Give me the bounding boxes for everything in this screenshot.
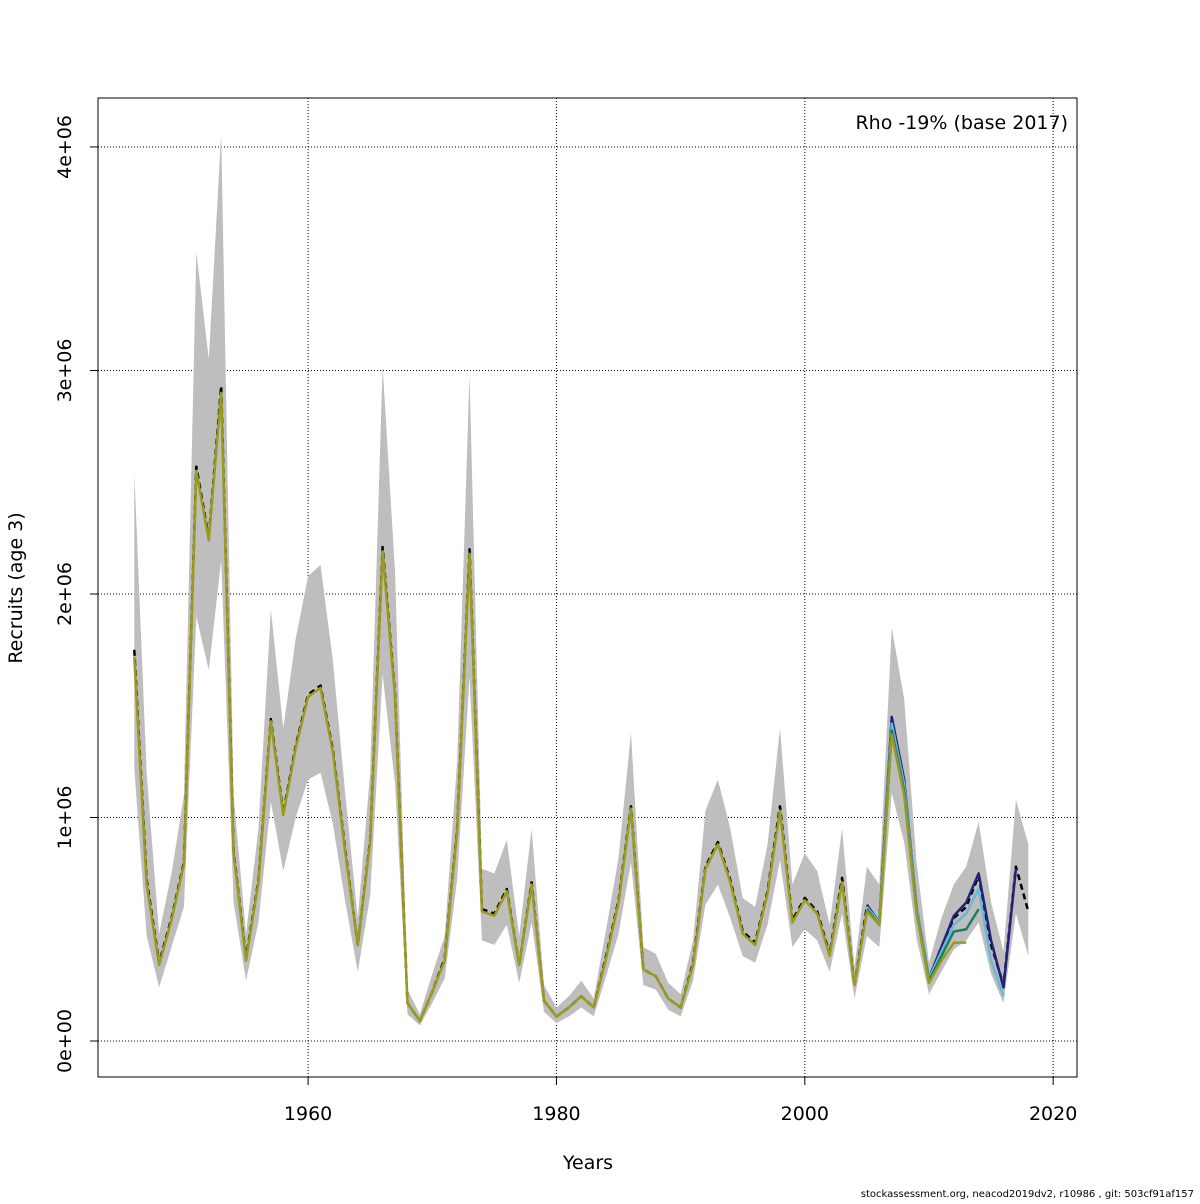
x-axis-label: Years [562, 1152, 613, 1174]
series-line [133, 391, 967, 1023]
annotation: Rho -19% (base 2017) [855, 112, 1068, 134]
x-tick-label: 2000 [781, 1103, 829, 1125]
y-tick-label: 0e+00 [54, 1009, 76, 1073]
y-tick-label: 4e+06 [54, 115, 76, 179]
confidence-band [134, 133, 1029, 1026]
x-tick-label: 2020 [1029, 1103, 1077, 1125]
y-tick-label: 3e+06 [54, 339, 76, 403]
footer: stockassessment.org, neacod2019dv2, r109… [861, 1189, 1194, 1200]
y-tick-label: 2e+06 [54, 562, 76, 626]
y-axis-label: Recruits (age 3) [5, 512, 27, 663]
x-tick-label: 1980 [532, 1103, 580, 1125]
series-line [865, 715, 1018, 989]
y-tick-label: 1e+06 [54, 786, 76, 850]
plot-frame [97, 97, 1078, 1078]
x-tick-label: 1960 [284, 1103, 332, 1125]
